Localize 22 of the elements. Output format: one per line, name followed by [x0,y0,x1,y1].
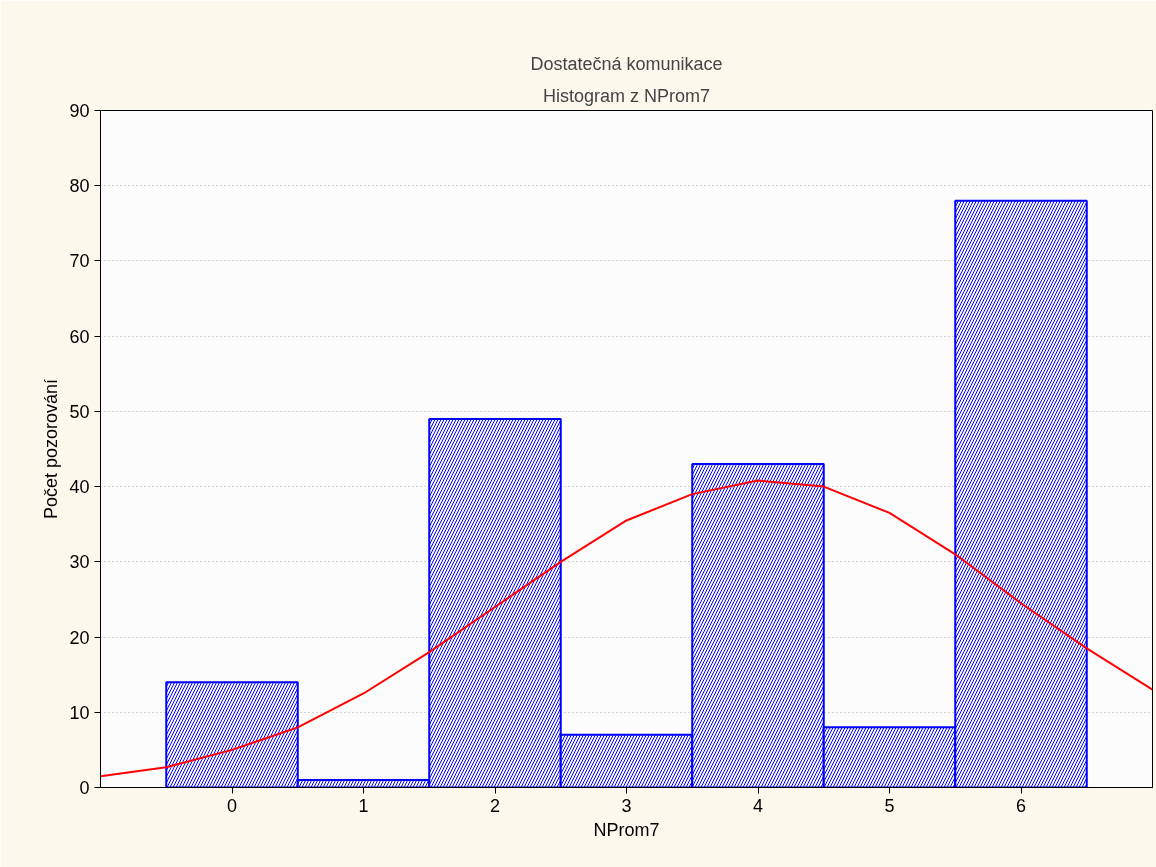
y-tick-label: 20 [69,627,90,648]
x-tick-label: 3 [621,795,632,816]
y-tick-label: 0 [79,778,90,798]
y-tick-label: 90 [69,101,90,121]
y-tick-label: 50 [69,401,90,422]
y-tick-label: 80 [69,176,90,197]
y-tick-label: 60 [69,326,90,347]
x-tick-label: 2 [489,795,501,816]
x-tick-label: 4 [752,795,764,816]
x-tick-label: 1 [358,795,369,816]
y-tick-label: 10 [69,702,90,723]
y-axis-title: Počet pozorování [41,378,62,520]
x-tick-label: 0 [226,795,238,816]
y-tick-label: 70 [69,251,90,272]
x-tick-label: 5 [884,795,895,816]
chart-subtitle: Histogram z NProm7 [542,85,711,106]
x-axis-title: NProm7 [593,819,660,840]
chart-title: Dostatečná komunikace [530,53,723,74]
y-tick-label: 40 [69,477,90,498]
y-tick-label: 30 [69,552,90,573]
line-series [100,479,1153,778]
x-tick-label: 6 [1015,795,1027,816]
